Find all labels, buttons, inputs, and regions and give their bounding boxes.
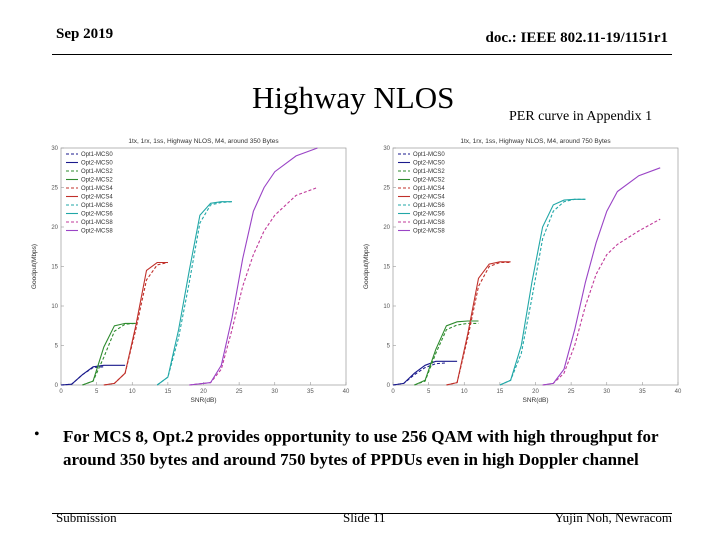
x-tick-label: 5 [427, 389, 431, 395]
legend-label: Opt2-MCS4 [81, 195, 113, 201]
x-axis-label: SNR(dB) [522, 397, 548, 404]
x-tick-label: 10 [461, 389, 468, 395]
series-line-opt1-mcs0 [60, 366, 104, 386]
legend-label: Opt1-MCS0 [81, 152, 113, 158]
legend-label: Opt1-MCS8 [413, 220, 445, 226]
chart-title: 1tx, 1rx, 1ss, Highway NLOS, M4, around … [460, 138, 611, 145]
legend-label: Opt1-MCS8 [81, 220, 113, 226]
footer-slide-number: Slide 11 [343, 510, 386, 525]
header-date: Sep 2019 [56, 26, 114, 42]
series-line-opt2-mcs8 [542, 167, 661, 386]
series-line-opt2-mcs2 [82, 322, 136, 386]
y-axis-label: Goodput(Mbps) [363, 244, 370, 289]
appendix-note: PER curve in Appendix 1 [509, 109, 653, 124]
y-tick-label: 0 [387, 383, 391, 389]
y-tick-label: 15 [51, 265, 58, 271]
legend-label: Opt2-MCS2 [81, 178, 113, 184]
legend-label: Opt1-MCS6 [413, 203, 445, 209]
y-tick-label: 25 [51, 186, 58, 192]
legend-label: Opt2-MCS8 [81, 229, 113, 235]
y-tick-label: 20 [51, 225, 58, 231]
y-tick-label: 5 [55, 344, 59, 350]
x-tick-label: 40 [343, 389, 350, 395]
x-tick-label: 35 [307, 389, 314, 395]
series-line-opt2-mcs6 [156, 201, 232, 386]
y-tick-label: 0 [55, 383, 59, 389]
series-line-opt2-mcs0 [60, 364, 126, 386]
chart-title: 1tx, 1rx, 1ss, Highway NLOS, M4, around … [128, 138, 279, 145]
y-tick-label: 20 [383, 225, 390, 231]
series-line-opt1-mcs6 [156, 201, 233, 386]
legend-label: Opt2-MCS4 [413, 195, 445, 201]
legend-label: Opt2-MCS0 [81, 161, 113, 167]
legend-label: Opt1-MCS0 [413, 152, 445, 158]
legend-label: Opt2-MCS0 [413, 161, 445, 167]
legend-label: Opt2-MCS2 [413, 178, 445, 184]
x-tick-label: 20 [200, 389, 207, 395]
slide-title: Highway NLOS [252, 80, 455, 115]
plot-frame [60, 147, 347, 386]
y-tick-label: 30 [383, 146, 390, 152]
legend-label: Opt2-MCS6 [413, 212, 445, 218]
y-axis-label: Goodput(Mbps) [31, 244, 38, 289]
legend-label: Opt2-MCS8 [413, 229, 445, 235]
legend-label: Opt1-MCS4 [81, 186, 113, 192]
series-line-opt2-mcs4 [446, 261, 511, 386]
legend-label: Opt1-MCS2 [413, 169, 445, 175]
series-line-opt1-mcs0 [392, 362, 447, 386]
x-tick-label: 30 [271, 389, 278, 395]
x-tick-label: 0 [59, 389, 63, 395]
series-line-opt2-mcs0 [392, 360, 458, 386]
y-tick-label: 5 [387, 344, 391, 350]
x-tick-label: 35 [639, 389, 646, 395]
x-tick-label: 20 [532, 389, 539, 395]
y-tick-label: 15 [383, 265, 390, 271]
x-tick-label: 0 [391, 389, 395, 395]
bullet-marker: • [34, 426, 40, 443]
legend-label: Opt1-MCS4 [413, 186, 445, 192]
footer-submission: Submission [56, 510, 117, 525]
series-line-opt1-mcs2 [82, 322, 136, 386]
series-line-opt1-mcs8 [542, 218, 661, 386]
y-tick-label: 10 [383, 304, 390, 310]
series-line-opt2-mcs6 [499, 198, 586, 386]
legend-label: Opt2-MCS6 [81, 212, 113, 218]
header-rule [52, 54, 672, 55]
series-line-opt2-mcs8 [189, 147, 318, 386]
goodput-chart-350-bytes: 1tx, 1rx, 1ss, Highway NLOS, M4, around … [31, 138, 350, 404]
x-tick-label: 30 [603, 389, 610, 395]
x-tick-label: 25 [568, 389, 575, 395]
series-line-opt1-mcs8 [189, 186, 318, 386]
footer-rule [52, 513, 672, 514]
bullet-text: For MCS 8, Opt.2 provides opportunity to… [63, 427, 659, 469]
goodput-chart-750-bytes: 1tx, 1rx, 1ss, Highway NLOS, M4, around … [363, 138, 682, 404]
footer-author: Yujin Noh, Newracom [554, 510, 672, 525]
y-tick-label: 25 [383, 186, 390, 192]
series-line-opt1-mcs6 [499, 198, 586, 386]
header-doc-id: doc.: IEEE 802.11-19/1151r1 [485, 30, 668, 46]
x-axis-label: SNR(dB) [190, 397, 216, 404]
series-line-opt2-mcs2 [414, 320, 479, 386]
x-tick-label: 5 [95, 389, 99, 395]
x-tick-label: 15 [497, 389, 504, 395]
y-tick-label: 10 [51, 304, 58, 310]
x-tick-label: 25 [236, 389, 243, 395]
legend-label: Opt1-MCS2 [81, 169, 113, 175]
x-tick-label: 10 [129, 389, 136, 395]
y-tick-label: 30 [51, 146, 58, 152]
series-line-opt2-mcs4 [103, 261, 168, 386]
x-tick-label: 40 [675, 389, 682, 395]
x-tick-label: 15 [165, 389, 172, 395]
series-line-opt1-mcs2 [414, 322, 479, 386]
legend-label: Opt1-MCS6 [81, 203, 113, 209]
